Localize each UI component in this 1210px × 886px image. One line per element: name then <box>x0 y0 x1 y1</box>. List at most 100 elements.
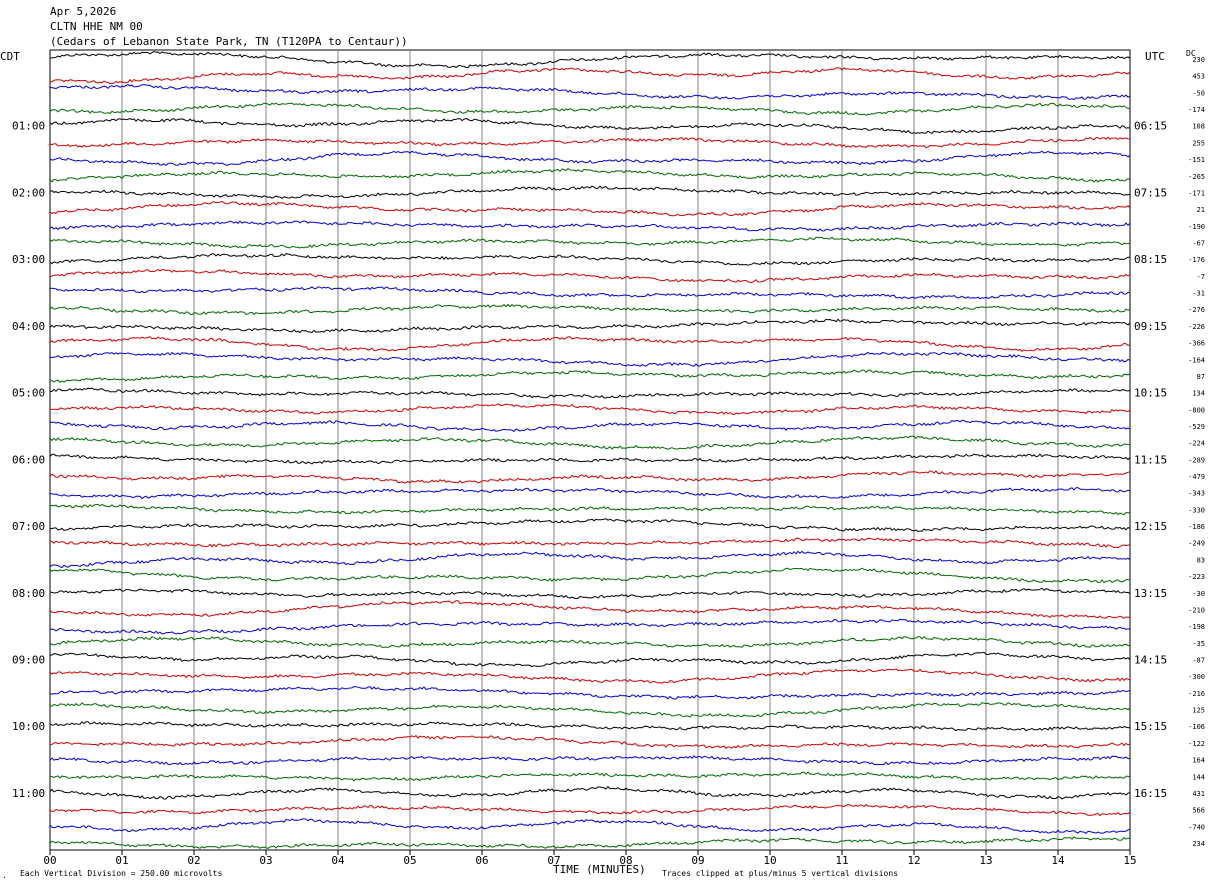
cdt-label: CDT <box>0 50 20 63</box>
plot-frame <box>49 49 1131 851</box>
x-tick-label: 10 <box>763 854 776 867</box>
left-time-label: 11:00 <box>12 787 45 800</box>
trace-line <box>49 167 1131 183</box>
trace-line <box>49 600 1130 620</box>
grid-lines <box>49 49 1131 855</box>
dc-value-label: -164 <box>1188 356 1205 364</box>
dc-value-label: 125 <box>1192 707 1205 715</box>
dc-value-label: 87 <box>1197 373 1205 381</box>
dc-value-label: -224 <box>1188 440 1205 448</box>
right-time-label: 13:15 <box>1134 587 1167 600</box>
x-axis-title: TIME (MINUTES) <box>553 863 646 876</box>
trace-line <box>49 117 1131 135</box>
dc-value-label: -529 <box>1188 423 1205 431</box>
dc-value-label: 431 <box>1192 790 1205 798</box>
trace-line <box>49 550 1131 569</box>
x-tick-label: 02 <box>187 854 200 867</box>
trace-line <box>49 269 1131 284</box>
dc-value-label: -186 <box>1188 523 1205 531</box>
right-time-label: 07:15 <box>1134 186 1167 199</box>
trace-line <box>49 685 1131 700</box>
x-tick-label: 12 <box>907 854 920 867</box>
dc-value-label: -50 <box>1192 89 1205 97</box>
x-tick-label: 11 <box>835 854 848 867</box>
left-time-label: 06:00 <box>12 453 45 466</box>
dc-value-label: -151 <box>1188 156 1205 164</box>
trace-line <box>49 651 1131 668</box>
trace-line <box>49 836 1131 849</box>
x-tick-label: 08 <box>619 854 632 867</box>
dc-value-label: -479 <box>1188 473 1205 481</box>
dc-value-label: 134 <box>1192 390 1205 398</box>
dc-value-label: -216 <box>1188 690 1205 698</box>
dc-value-label: -122 <box>1188 740 1205 748</box>
trace-line <box>49 755 1131 766</box>
left-time-label: 09:00 <box>12 654 45 667</box>
left-time-label: 02:00 <box>12 186 45 199</box>
x-tick-label: 00 <box>43 854 56 867</box>
dc-value-label: -87 <box>1192 657 1205 665</box>
trace-line <box>49 286 1130 300</box>
right-time-label: 11:15 <box>1134 453 1167 466</box>
dc-value-label: -800 <box>1188 406 1205 414</box>
trace-line <box>49 136 1131 149</box>
dc-value-label: 230 <box>1192 56 1205 64</box>
trace-line <box>49 50 1131 69</box>
dc-value-label: -35 <box>1192 640 1205 648</box>
dc-value-label: -31 <box>1192 290 1205 298</box>
right-time-label: 06:15 <box>1134 120 1167 133</box>
trace-line <box>49 200 1131 217</box>
trace-line <box>49 387 1131 399</box>
x-tick-label: 15 <box>1123 854 1136 867</box>
dc-value-label: -171 <box>1188 189 1205 197</box>
trace-line <box>49 587 1131 600</box>
trace-line <box>49 537 1131 549</box>
trace-line <box>49 771 1131 782</box>
trace-line <box>49 220 1131 232</box>
dc-value-label: -198 <box>1188 623 1205 631</box>
location-label: (Cedars of Lebanon State Park, TN (T120P… <box>50 35 408 48</box>
trace-line <box>49 185 1131 200</box>
clip-note: Traces clipped at plus/minus 5 vertical … <box>662 869 899 878</box>
right-time-label: 12:15 <box>1134 520 1167 533</box>
trace-line <box>49 702 1131 718</box>
trace-line <box>49 403 1131 416</box>
right-time-label: 16:15 <box>1134 787 1167 800</box>
corner-mark: . <box>2 871 7 880</box>
dc-value-label: -265 <box>1188 173 1205 181</box>
dc-value-label: 234 <box>1192 840 1205 848</box>
trace-line <box>49 435 1131 450</box>
dc-value-label: -7 <box>1197 273 1205 281</box>
dc-value-label: -30 <box>1192 590 1205 598</box>
dc-value-label: 83 <box>1197 556 1205 564</box>
x-tick-label: 05 <box>403 854 416 867</box>
trace-line <box>49 336 1131 352</box>
trace-line <box>49 567 1130 584</box>
right-time-label: 10:15 <box>1134 387 1167 400</box>
trace-line <box>49 785 1131 800</box>
dc-value-label: -176 <box>1188 256 1205 264</box>
axis-labels: 00 01 02 03 04 05 06 07 08 09 10 11 12 13 14 15 01:00 02:… <box>12 56 1205 867</box>
trace-line <box>49 318 1131 334</box>
dc-value-label: -210 <box>1188 606 1205 614</box>
trace-line <box>49 635 1131 648</box>
dc-value-label: -174 <box>1188 106 1205 114</box>
dc-value-label: -276 <box>1188 306 1205 314</box>
dc-value-label: -106 <box>1188 723 1205 731</box>
left-time-label: 04:00 <box>12 320 45 333</box>
dc-value-label: -67 <box>1192 239 1205 247</box>
dc-value-label: 453 <box>1192 73 1205 81</box>
dc-value-label: 144 <box>1192 773 1205 781</box>
x-tick-label: 06 <box>475 854 488 867</box>
x-tick-label: 13 <box>979 854 992 867</box>
x-tick-label: 07 <box>547 854 560 867</box>
trace-line <box>49 803 1131 817</box>
dc-value-label: -330 <box>1188 506 1205 514</box>
trace-line <box>49 734 1131 749</box>
dc-value-label: -289 <box>1188 456 1205 464</box>
dc-value-label: -223 <box>1188 573 1205 581</box>
right-time-label: 14:15 <box>1134 654 1167 667</box>
dc-value-label: 164 <box>1192 757 1205 765</box>
utc-label: UTC <box>1145 50 1165 63</box>
dc-label: DC <box>1186 49 1196 58</box>
